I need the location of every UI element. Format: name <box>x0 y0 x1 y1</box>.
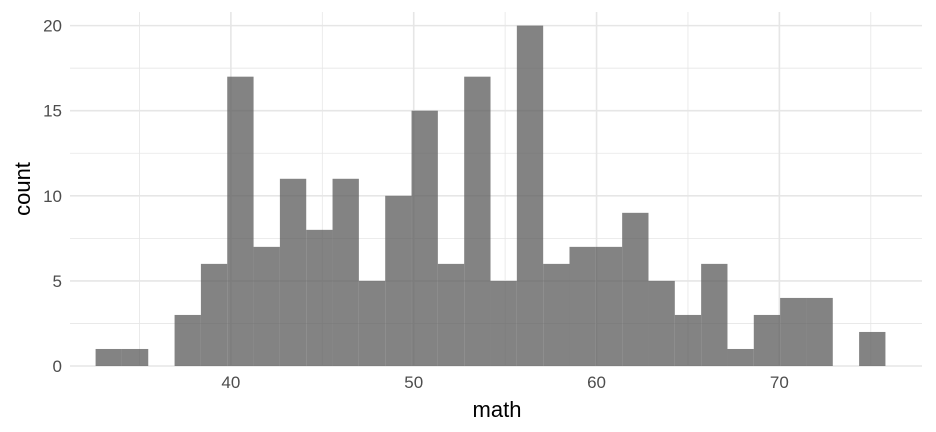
histogram-bar <box>121 348 149 366</box>
y-tick-label: 0 <box>53 357 62 376</box>
histogram-bar <box>174 314 201 366</box>
y-tick-label: 15 <box>43 102 62 121</box>
x-tick-label: 40 <box>221 373 240 392</box>
x-axis-title: math <box>473 397 522 422</box>
y-tick-label: 10 <box>43 187 62 206</box>
histogram-bar <box>411 110 438 366</box>
histogram-bar <box>516 25 544 366</box>
histogram-bar <box>648 280 675 366</box>
y-tick-label: 5 <box>53 272 62 291</box>
histogram-bar <box>701 263 728 366</box>
histogram-bar <box>780 297 807 366</box>
y-axis-title: count <box>10 162 35 216</box>
histogram-bar <box>490 280 517 366</box>
histogram-bar <box>200 263 228 366</box>
histogram-bar <box>227 76 254 366</box>
histogram-bar <box>332 178 359 366</box>
histogram-bar <box>727 348 754 366</box>
histogram-bar <box>622 212 649 366</box>
histogram-bar <box>437 263 465 366</box>
histogram-bar <box>595 246 623 366</box>
histogram-bar <box>674 314 702 366</box>
histogram-bar <box>464 76 491 366</box>
histogram-bar <box>806 297 833 366</box>
histogram-bar <box>385 195 412 366</box>
histogram-bar <box>253 246 280 366</box>
histogram-bar <box>753 314 781 366</box>
histogram-bars <box>95 25 886 366</box>
histogram-bar <box>95 348 122 366</box>
y-tick-label: 20 <box>43 17 62 36</box>
histogram-bar <box>306 229 333 366</box>
histogram-bar <box>859 331 886 366</box>
x-tick-label: 70 <box>770 373 789 392</box>
histogram-bar <box>279 178 307 366</box>
histogram-bar <box>543 263 570 366</box>
y-axis-tick-labels: 0 5 10 15 20 <box>43 17 62 376</box>
x-tick-label: 50 <box>404 373 423 392</box>
x-axis-tick-labels: 40 50 60 70 <box>221 373 788 392</box>
histogram-bar <box>358 280 386 366</box>
histogram-bar <box>569 246 596 366</box>
x-tick-label: 60 <box>587 373 606 392</box>
